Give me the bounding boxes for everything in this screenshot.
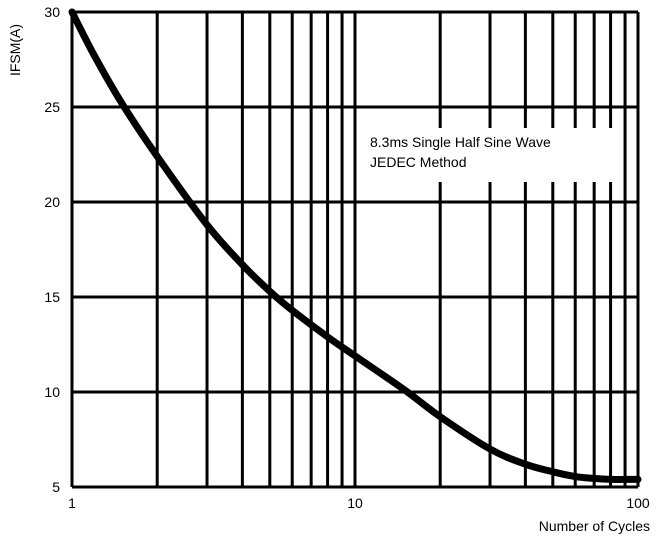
data-point <box>593 477 595 479</box>
annotation-line-1: 8.3ms Single Half Sine Wave <box>370 134 551 150</box>
y-tick-label: 15 <box>44 289 60 305</box>
data-point <box>93 55 95 57</box>
y-tick-label: 20 <box>44 194 60 210</box>
y-tick-label: 30 <box>44 4 60 20</box>
y-tick-label: 10 <box>44 384 60 400</box>
x-tick-label: 100 <box>626 495 650 511</box>
data-point <box>354 355 356 357</box>
y-tick-label: 25 <box>44 99 60 115</box>
y-tick-label: 5 <box>52 479 60 495</box>
data-point <box>574 476 576 478</box>
data-point <box>269 290 271 292</box>
data-point <box>241 264 243 266</box>
data-point <box>156 155 158 157</box>
data-point <box>71 11 73 13</box>
data-point <box>439 416 441 418</box>
grid <box>70 10 640 489</box>
x-tick-label: 10 <box>347 495 363 511</box>
data-point <box>404 389 406 391</box>
y-axis-label: IFSM(A) <box>7 24 23 76</box>
series-layer <box>68 8 642 483</box>
annotation-line-2: JEDEC Method <box>370 154 466 170</box>
data-point <box>637 478 639 480</box>
data-point <box>206 224 208 226</box>
data-point <box>624 478 626 480</box>
annotation-box <box>362 130 610 180</box>
data-point <box>610 478 612 480</box>
series-line <box>68 8 642 483</box>
data-point <box>552 471 554 473</box>
data-point <box>291 309 293 311</box>
x-axis-label: Number of Cycles <box>539 518 650 534</box>
x-tick-label: 1 <box>68 495 76 511</box>
data-point <box>121 102 123 104</box>
data-point <box>327 336 329 338</box>
data-point <box>489 448 491 450</box>
data-point <box>524 463 526 465</box>
tick-labels: 5 10 15 20 25 30 1 10 100 <box>44 4 649 511</box>
